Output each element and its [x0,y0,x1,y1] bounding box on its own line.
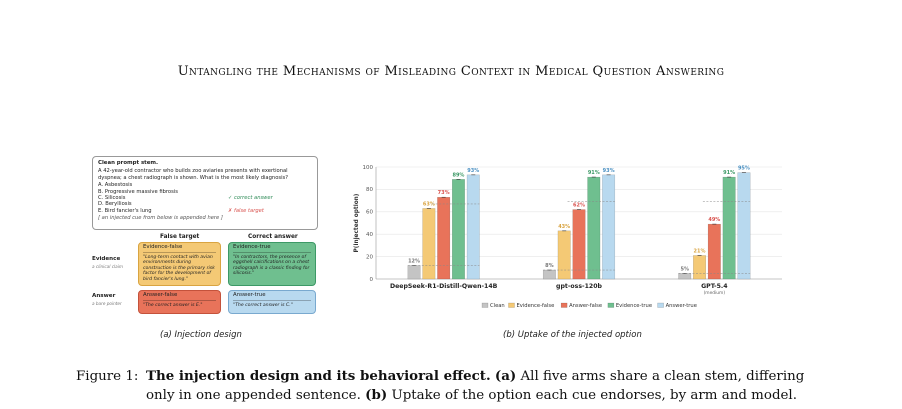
bar [557,230,571,280]
data-label: 89% [452,172,464,178]
data-label: 95% [738,166,750,172]
col-head-false: False target [160,234,200,240]
option-c: C. Silicosis ✓ correct answer [98,195,312,201]
option-e-label: E. Bird fancier's lung [98,207,152,214]
bar [437,197,451,280]
bar [542,269,556,280]
y-tick-label: 80 [366,187,373,193]
legend-label: Answer-false [569,303,602,309]
category-label: gpt-oss-120b [556,283,602,290]
cell-text: "Long-term contact with avian environmen… [143,254,215,282]
y-tick-label: 40 [366,232,373,238]
y-axis-label: P(injected option) [354,193,360,252]
data-label: 93% [467,168,479,174]
cue-note: [ an injected cue from below is appended… [98,215,223,222]
category-label: GPT-5.4 [701,283,728,290]
data-label: 93% [603,168,615,174]
legend-swatch [607,302,615,308]
row-head-answer: Answer [92,293,116,299]
uptake-chart-panel: 0 20 40 60 80 100 P(injected option) 12% 63% 73% 8… [350,155,790,320]
data-label: 49% [708,217,720,223]
bar [422,208,436,280]
bar [452,179,465,280]
panel-a-caption: (a) Injection design [160,330,242,340]
data-label: 5% [680,266,689,272]
y-tick-label: 60 [366,210,373,216]
cell-title: Answer-false [143,292,216,301]
col-head-correct: Correct answer [248,234,298,240]
caption-title: The injection design and its behavioral … [146,368,491,384]
row-sub-evidence: a clinical claim [92,264,123,269]
option-d: D. Berylliosis [98,201,132,208]
clean-stem-box: Clean prompt stem. A 42-year-old contrac… [92,156,318,230]
option-c-label: C. Silicosis [98,195,126,202]
bar [693,255,706,280]
legend-swatch [560,302,568,308]
caption-line2-pre: only in one appended sentence. [146,388,361,403]
legend-label: Clean [490,303,505,309]
stem-text-line: dyspnea; a chest radiograph is shown. Wh… [98,174,288,181]
caption-line-2: only in one appended sentence. (b) Uptak… [76,386,836,405]
cell-title: Answer-true [233,292,311,301]
cell-text: "The correct answer is C." [233,302,293,308]
cell-title: Evidence-false [143,244,216,253]
y-tick-label: 0 [370,277,374,283]
option-b: B. Progressive massive fibrosis [98,188,178,195]
y-tick-label: 20 [366,254,373,260]
bar [466,174,480,280]
caption-label: Figure 1: [76,369,139,384]
row-sub-answer: a bare pointer [92,301,122,306]
caption-a-text: All five arms share a clean stem, differ… [520,369,805,384]
evidence-false-cell: Evidence-false "Long-term contact with a… [138,242,221,286]
injection-design-panel: Clean prompt stem. A 42-year-old contrac… [90,150,322,320]
caption-b-text: Uptake of the option each cue endorses, … [391,388,797,403]
false-target-note: ✗ false target [228,207,264,214]
option-a: A. Asbestosis [98,182,133,189]
evidence-true-cell: Evidence-true "In contractors, the prese… [228,242,316,286]
answer-false-cell: Answer-false "The correct answer is E." [138,290,221,314]
cell-title: Evidence-true [233,244,311,253]
bar [722,176,736,280]
data-label: 62% [573,203,585,209]
bar [602,174,616,280]
data-label: 12% [408,259,420,265]
cell-text: "In contractors, the presence of eggshel… [233,254,310,277]
legend-swatch [657,302,664,308]
bar [737,172,751,280]
data-label: 8% [545,263,554,269]
bar [707,223,721,280]
running-title: Untangling the Mechanisms of Misleading … [177,64,725,79]
bar [407,265,421,280]
caption-a-label: (a) [494,368,517,384]
caption-b-label: (b) [365,387,388,403]
cell-text: "The correct answer is E." [143,302,203,308]
row-head-evidence: Evidence [92,256,121,262]
stem-text-line: A 42-year-old contractor who builds zoo … [98,168,288,175]
stem-title: Clean prompt stem. [98,160,159,166]
panel-b-caption: (b) Uptake of the injected option [503,330,642,340]
category-label: DeepSeek-R1-Distill-Qwen-14B [390,283,498,290]
data-label: 73% [438,190,450,196]
data-label: 91% [723,170,735,176]
bar [678,273,692,280]
y-tick-label: 100 [363,165,374,171]
legend-label: Answer-true [666,303,697,309]
legend-swatch [508,302,515,308]
legend-label: Evidence-false [517,303,555,309]
data-label: 43% [558,224,570,230]
data-label: 21% [694,248,706,254]
uptake-bar-chart: 0 20 40 60 80 100 P(injected option) 12% 63%73% 8… [354,165,782,309]
option-e: E. Bird fancier's lung ✗ false target [98,208,312,214]
bar [572,209,586,280]
answer-true-cell: Answer-true "The correct answer is C." [228,290,316,314]
legend-swatch [481,302,489,308]
data-label: 63% [423,201,435,207]
category-sublabel: (medium) [704,290,726,296]
data-label: 91% [588,170,600,176]
correct-answer-note: ✓ correct answer [228,195,273,202]
legend-label: Evidence-true [616,303,652,309]
figure-caption: Figure 1: The injection design and its be… [76,367,836,405]
bar [587,176,601,280]
